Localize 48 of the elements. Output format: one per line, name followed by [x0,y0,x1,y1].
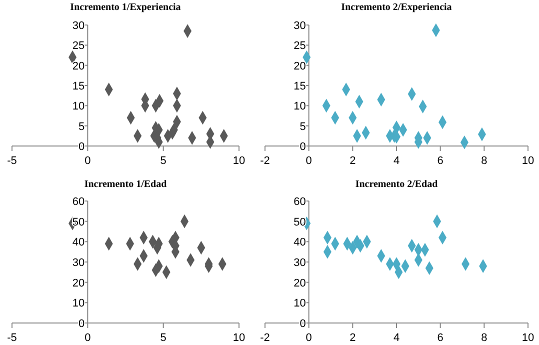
x-tick-label: 5 [160,155,166,167]
y-tick-label: 0 [300,141,306,153]
y-tick-label: 10 [294,298,306,310]
y-tick-label: 20 [72,277,85,290]
y-tick-label: 60 [294,196,306,208]
x-tick-label: -5 [7,155,17,167]
y-tick-label: 30 [294,20,306,32]
y-tick-label: 20 [294,60,306,72]
x-tick-label: 2 [350,155,356,167]
y-tick-label: 30 [72,257,85,269]
y-tick-label: 10 [72,298,85,310]
y-tick-label: 60 [72,196,85,208]
y-tick-label: 15 [294,80,306,92]
x-tick-label: 8 [481,155,488,167]
x-tick-label: 6 [437,155,444,167]
y-tick-label: 10 [294,100,306,113]
chart-title: Incremento 2/Edad [355,179,438,190]
x-tick-label: 5 [160,332,166,344]
x-tick-label: 8 [481,332,488,344]
y-tick-label: 20 [294,277,306,290]
y-tick-label: 5 [300,120,306,133]
y-tick-label: 0 [78,318,85,330]
y-tick-label: 30 [294,257,306,269]
x-tick-label: 4 [393,332,400,344]
x-tick-label: 10 [522,155,534,167]
y-tick-label: 0 [300,318,306,330]
chart-title: Incremento 2/Experiencia [341,2,452,13]
y-tick-label: 5 [78,120,85,133]
chart-title: Incremento 1/Edad [84,179,168,190]
x-tick-label: 10 [522,332,534,344]
x-tick-label: 2 [350,332,356,344]
y-tick-label: 10 [72,100,85,113]
y-tick-label: 40 [72,236,85,249]
y-tick-label: 30 [72,20,85,32]
x-tick-label: 10 [232,332,246,344]
chart-title: Incremento 1/Experiencia [70,2,181,13]
y-tick-label: 25 [294,40,306,52]
y-tick-label: 20 [72,60,85,72]
x-tick-label: -5 [7,332,17,344]
x-tick-label: -2 [260,332,270,344]
y-tick-label: 0 [78,141,85,153]
x-tick-label: 10 [232,155,246,167]
x-tick-label: 4 [393,155,400,167]
x-tick-label: -2 [260,155,270,167]
y-tick-label: 15 [72,80,85,92]
y-tick-label: 40 [294,236,306,249]
x-tick-label: 6 [437,332,444,344]
y-tick-label: 25 [72,40,85,52]
